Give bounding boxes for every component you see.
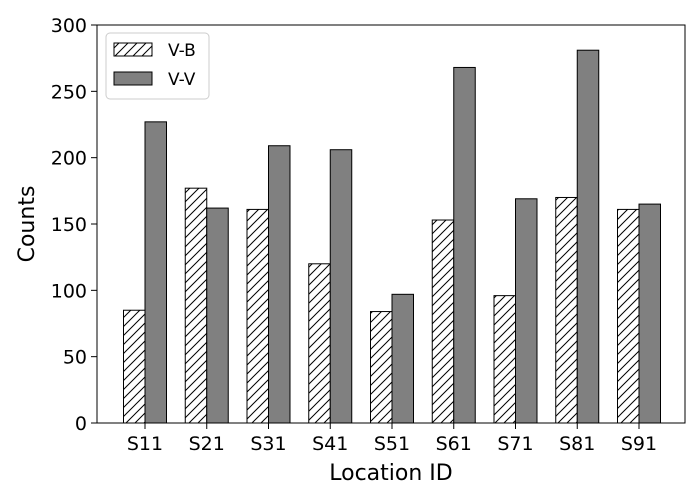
x-axis: S11 S21 S31 S41 S51 S61 S71 S81 S91 (127, 423, 657, 455)
bar-v-b-s21 (184, 187, 208, 424)
legend-label-v-b: V-B (168, 41, 196, 61)
x-axis-label: Location ID (329, 461, 452, 486)
y-tick-label: 300 (51, 15, 87, 37)
bar-v-b-s71 (493, 295, 516, 424)
x-tick-label: S91 (621, 433, 657, 455)
x-tick-label: S31 (250, 433, 286, 455)
bar-v-b-s91 (617, 208, 640, 424)
bar-v-v-s41 (329, 149, 353, 424)
x-tick-label: S41 (312, 433, 348, 455)
bar-v-v-s21 (206, 207, 229, 424)
x-tick-label: S51 (374, 433, 410, 455)
bar-v-b-s41 (308, 263, 331, 424)
bar-v-v-s91 (638, 203, 661, 424)
bar-v-v-s11 (144, 121, 167, 424)
x-tick-label: S11 (127, 433, 163, 455)
legend-swatch-v-b (113, 42, 153, 57)
bar-v-b-s61 (431, 219, 455, 424)
bar-v-v-s61 (453, 66, 476, 424)
legend-swatch-v-v (113, 71, 153, 86)
bar-v-v-s81 (576, 49, 600, 424)
y-tick-label: 0 (75, 413, 87, 435)
bar-v-b-s81 (555, 196, 578, 424)
bars-layer (123, 49, 661, 424)
bar-v-v-s31 (268, 145, 291, 424)
y-tick-label: 150 (51, 214, 87, 236)
y-axis: 0 50 100 150 200 250 300 (51, 15, 97, 435)
y-tick-label: 250 (51, 81, 87, 103)
x-tick-label: S61 (436, 433, 472, 455)
y-axis-label: Counts (15, 186, 40, 263)
y-tick-label: 200 (51, 148, 87, 170)
legend-label-v-v: V-V (168, 70, 196, 90)
x-tick-label: S21 (189, 433, 225, 455)
legend: V-B V-V (105, 32, 210, 100)
bar-v-v-s71 (515, 198, 538, 424)
bar-v-b-s31 (246, 208, 269, 424)
y-tick-label: 100 (51, 280, 87, 302)
bar-v-v-s51 (391, 293, 414, 424)
y-tick-label: 50 (63, 347, 87, 369)
x-tick-label: S81 (559, 433, 595, 455)
bar-v-b-s11 (123, 309, 146, 424)
bar-v-b-s51 (370, 311, 393, 424)
x-tick-label: S71 (497, 433, 533, 455)
